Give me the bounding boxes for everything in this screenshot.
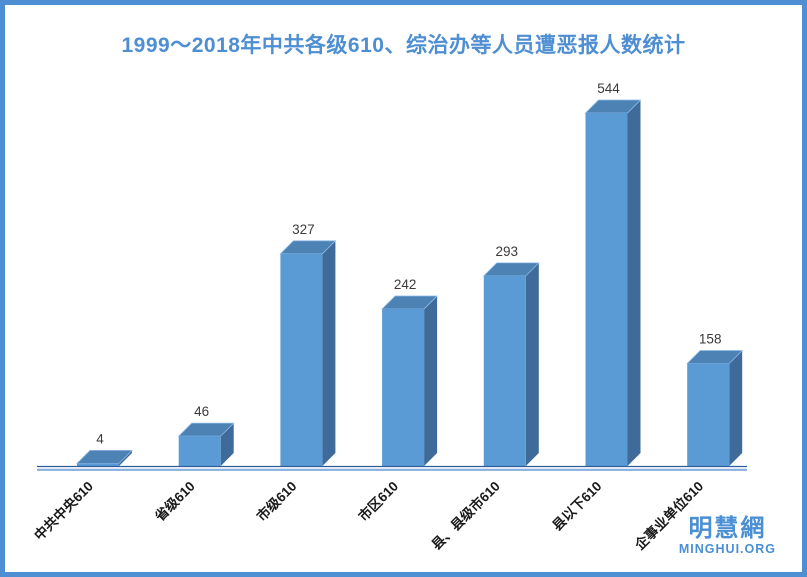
bar-value-label: 242	[394, 277, 417, 292]
bar	[178, 436, 221, 466]
bar-value-label: 327	[292, 222, 315, 237]
bar	[77, 463, 119, 466]
category-label: 市级610	[253, 478, 299, 524]
chart-title: 1999～2018年中共各级610、综治办等人员遭恶报人数统计	[121, 34, 686, 57]
bar	[585, 113, 628, 466]
category-label: 省级610	[151, 478, 198, 525]
minghui-logo: 明慧網 MINGHUI.ORG	[678, 514, 776, 556]
minghui-logo-latin: MINGHUI.ORG	[678, 541, 776, 556]
category-label: 中共中央610	[31, 478, 96, 543]
category-label: 县以下610	[549, 479, 604, 534]
bar-value-label: 544	[597, 81, 620, 96]
bar-value-label: 293	[496, 244, 519, 259]
bar-value-label: 4	[96, 431, 104, 446]
category-label: 市区610	[355, 478, 401, 524]
bar-value-label: 46	[194, 404, 209, 419]
bar-side-face	[424, 295, 438, 466]
bar-chart: 4 中共中央610 46 省级610 327 市级610 242 市区610 293 县、县级市6…	[31, 81, 747, 553]
bar-side-face	[729, 350, 743, 466]
bar	[382, 308, 425, 466]
bar-top-face	[76, 450, 133, 464]
bar-side-face	[322, 240, 336, 466]
bar-side-face	[220, 423, 234, 466]
bar	[483, 275, 526, 466]
bar-side-face	[627, 100, 641, 466]
bar-value-label: 158	[699, 331, 722, 346]
bar	[280, 253, 323, 466]
category-label: 县、县级市610	[428, 478, 503, 553]
bar-side-face	[119, 450, 132, 466]
bar	[687, 363, 730, 466]
minghui-logo-cjk: 明慧網	[688, 514, 767, 542]
bar-side-face	[525, 262, 539, 466]
